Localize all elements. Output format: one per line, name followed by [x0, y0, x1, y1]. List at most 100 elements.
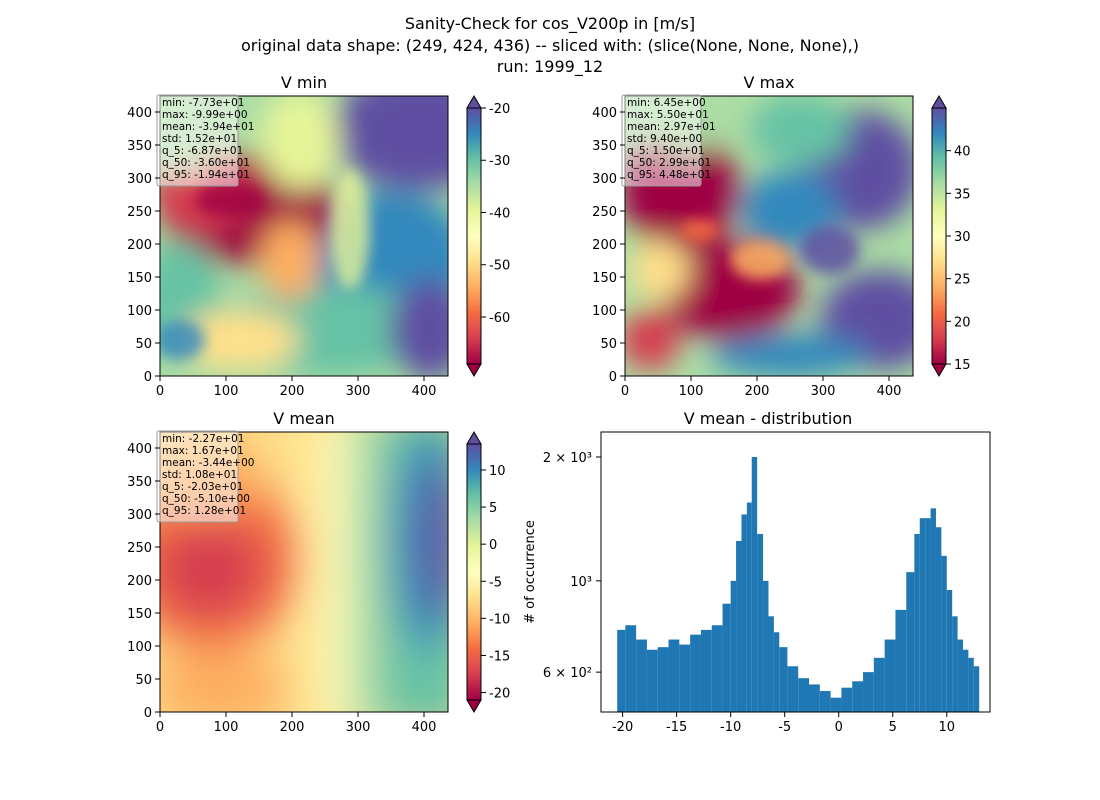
x-tick: 100	[679, 376, 704, 399]
x-tick: 0	[621, 376, 629, 399]
x-tick: 200	[745, 376, 770, 399]
x-tick: 200	[280, 712, 305, 735]
y-tick-label: 350	[127, 475, 152, 490]
panel-v-mean: V mean min: -2.27e+01 max: 1.67e+01 mean	[127, 409, 538, 735]
y-tick: 350	[127, 139, 160, 154]
histogram-bar	[779, 647, 788, 712]
histogram-bar	[962, 649, 969, 712]
y-tick-label: 400	[127, 442, 152, 457]
x-tick: -10	[720, 712, 741, 735]
colorbar-tick-label: -60	[489, 311, 510, 326]
colorbar-tick: -20	[481, 102, 510, 117]
histogram-bar	[941, 555, 947, 712]
histogram-bar	[736, 540, 742, 712]
panel-v-mean-stat-line: q_5: -2.03e+01	[162, 481, 243, 493]
histogram-bar	[884, 639, 896, 712]
y-tick: 0	[144, 706, 160, 721]
histogram-bar	[863, 672, 874, 712]
x-tick-label: 400	[412, 384, 437, 399]
colorbar-tick-label: 10	[489, 464, 506, 479]
y-tick-label: 200	[592, 238, 617, 253]
y-tick: 150	[127, 271, 160, 286]
colorbar-tick: -40	[481, 206, 510, 221]
colorbar-tick: -60	[481, 311, 510, 326]
panel-v-mean-y-axis: 0 50 100 150 200 250 300 350 400	[127, 442, 160, 721]
histogram-bar	[873, 657, 885, 712]
panel-v-min: V min	[127, 73, 510, 399]
colorbar-tick-label: 5	[489, 501, 497, 516]
histogram-bar	[746, 502, 752, 712]
y-tick-label: 250	[127, 205, 152, 220]
panel-v-min-title: V min	[281, 73, 327, 92]
x-tick-label: 200	[745, 384, 770, 399]
histogram-bar	[722, 603, 731, 712]
colorbar-tick: 15	[946, 358, 971, 373]
x-tick: 0	[156, 376, 164, 399]
histogram-bar	[925, 518, 931, 712]
y-tick: 250	[127, 205, 160, 220]
colorbar-tick: -10	[481, 612, 510, 627]
colorbar-tick: -15	[481, 649, 510, 664]
x-tick: 300	[346, 376, 370, 399]
y-tick: 50	[135, 337, 160, 352]
histogram-bar	[768, 616, 774, 712]
x-tick: 300	[811, 376, 835, 399]
x-tick-label: 200	[280, 384, 305, 399]
y-tick-label: 0	[609, 370, 617, 385]
x-tick-label: 200	[280, 720, 305, 735]
panel-v-max-stat-line: max: 5.50e+01	[627, 109, 709, 121]
histogram-bar	[906, 572, 915, 712]
colorbar-tick: 0	[481, 538, 497, 553]
y-tick: 50	[135, 673, 160, 688]
x-tick: 0	[156, 712, 164, 735]
histogram-bar	[973, 666, 980, 712]
y-tick: 100	[592, 304, 625, 319]
y-tick-label: 400	[592, 106, 617, 121]
panel-distribution-y-axis: 6 × 10² 10³ 2 × 10³	[543, 451, 601, 681]
panel-v-mean-stat-line: mean: -3.44e+00	[162, 457, 254, 469]
panel-v-min-stat-line: mean: -3.94e+01	[162, 121, 254, 133]
y-tick: 350	[127, 475, 160, 490]
colorbar-tick: 40	[946, 145, 971, 160]
panel-v-min-colorbar: -20 -30 -40 -50 -60	[466, 95, 510, 377]
colorbar-extend-max-triangle	[931, 95, 947, 109]
panel-v-max-stat-line: q_95: 4.48e+01	[627, 169, 711, 181]
histogram-bar	[935, 527, 942, 712]
panel-v-max-x-axis: 0 100 200 300 400	[621, 376, 901, 399]
panel-v-mean-frame	[159, 431, 449, 713]
panel-v-min-stat-line: q_5: -6.87e+01	[162, 145, 243, 157]
y-tick: 400	[592, 106, 625, 121]
colorbar-extend-min-triangle	[931, 363, 947, 377]
x-tick-label: 10	[939, 720, 956, 735]
panel-distribution-frame	[600, 431, 991, 713]
histogram-bar	[930, 508, 936, 712]
colorbar-tick: 5	[481, 501, 497, 516]
colorbar-tick-label: 20	[954, 315, 971, 330]
y-tick: 6 × 10²	[543, 666, 601, 681]
histogram-bar	[657, 647, 669, 712]
x-tick-label: 100	[679, 384, 704, 399]
colorbar-tick-label: -30	[489, 154, 510, 169]
panel-distribution-title: V mean - distribution	[684, 409, 853, 428]
y-tick-label: 10³	[570, 575, 592, 590]
histogram-bar	[798, 678, 810, 712]
figure-title-line-3: run: 1999_12	[497, 57, 603, 77]
colorbar-tick: 20	[946, 315, 971, 330]
histogram-bar	[841, 687, 853, 712]
x-tick: 400	[412, 712, 436, 735]
panel-v-mean-stat-line: q_95: 1.28e+01	[162, 505, 246, 517]
panel-v-min-stat-line: min: -7.73e+01	[162, 97, 244, 109]
y-tick-label: 0	[144, 370, 152, 385]
colorbar-ticks: 15 20 25 30 35 40	[946, 145, 971, 373]
histogram-bar	[751, 456, 758, 712]
colorbar-tick: -30	[481, 154, 510, 169]
panel-distribution-x-axis: -20 -15 -10 -5 0 5 10	[612, 712, 955, 735]
panel-v-min-stat-line: max: -9.99e+00	[162, 109, 248, 121]
y-tick-label: 2 × 10³	[543, 451, 592, 466]
panel-v-max-colorbar: 15 20 25 30 35 40	[931, 95, 971, 377]
colorbar-ticks: -20 -15 -10 -5 0 5 10	[481, 464, 510, 702]
colorbar-tick-label: -15	[489, 649, 510, 664]
x-tick-label: -15	[666, 720, 687, 735]
colorbar-extend-max-triangle	[466, 95, 482, 109]
panel-v-max-stat-line: q_50: 2.99e+01	[627, 157, 711, 169]
